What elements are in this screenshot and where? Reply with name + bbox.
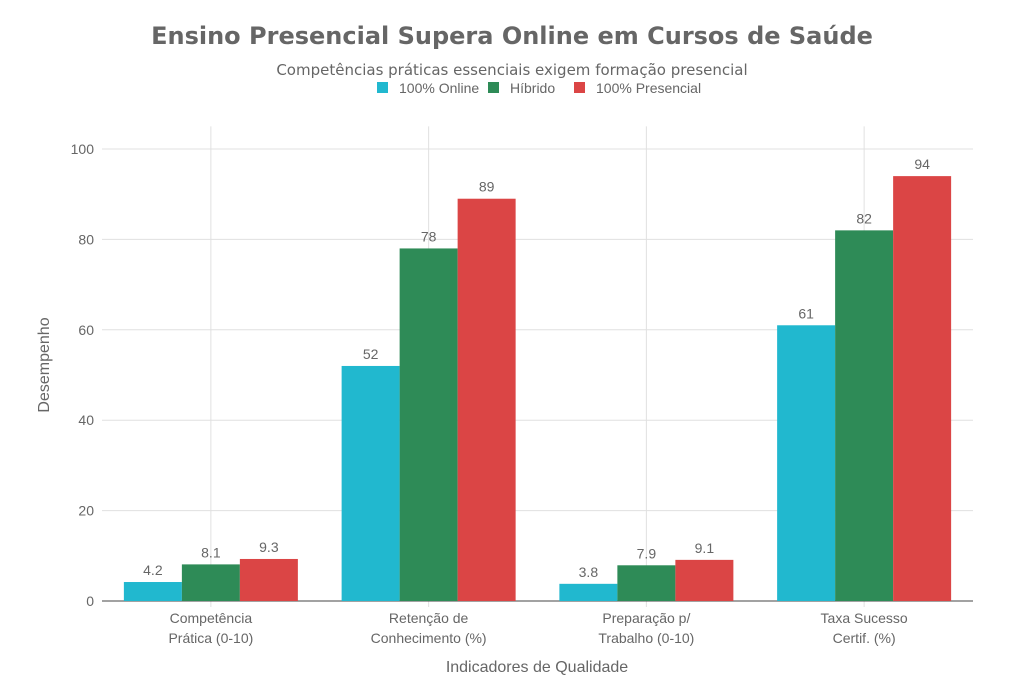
data-label: 9.3 [259, 539, 279, 555]
y-tick-label: 0 [86, 593, 94, 609]
x-tick-label: Retenção de [389, 610, 469, 626]
x-tick-label: Preparação p/ [602, 610, 690, 626]
bar-100-online [341, 365, 400, 601]
bar-100-online [777, 325, 836, 601]
bar-h-brido [399, 248, 458, 601]
legend: 100% Online Híbrido 100% Presencial [377, 80, 701, 96]
data-label: 9.1 [695, 540, 715, 556]
data-label: 3.8 [579, 564, 599, 580]
x-tick-label: Certif. (%) [833, 630, 896, 646]
data-label: 7.9 [637, 545, 657, 561]
legend-label: Híbrido [510, 80, 555, 96]
data-label: 8.1 [201, 544, 221, 560]
bar-h-brido [181, 564, 240, 601]
x-tick-label: Trabalho (0-10) [598, 630, 694, 646]
grid: 0 20 40 60 80 100 Competência Prática (0-10) Ret… [71, 126, 973, 646]
legend-label: 100% Presencial [596, 80, 701, 96]
legend-swatch [574, 82, 585, 93]
data-label: 89 [479, 179, 495, 195]
y-tick-label: 60 [78, 322, 94, 338]
y-axis-label: Desempenho [36, 317, 53, 412]
y-tick-label: 100 [71, 141, 95, 157]
legend-swatch [488, 82, 499, 93]
x-tick-label: Conhecimento (%) [371, 630, 487, 646]
bars: 4.2 52 3.8 61 8.1 78 7.9 82 9.3 89 9.1 94 [123, 156, 952, 602]
legend-label: 100% Online [399, 80, 479, 96]
x-tick-label: Competência [170, 610, 253, 626]
bar-100-presencial [893, 176, 952, 601]
x-tick-label: Prática (0-10) [168, 630, 253, 646]
bar-100-presencial [457, 198, 516, 601]
data-label: 94 [914, 156, 930, 172]
y-tick-label: 20 [78, 503, 94, 519]
bar-h-brido [835, 230, 894, 602]
chart-title: Ensino Presencial Supera Online em Curso… [151, 22, 873, 50]
legend-swatch [377, 82, 388, 93]
data-label: 82 [856, 210, 872, 226]
x-tick-label: Taxa Sucesso [821, 610, 908, 626]
data-label: 52 [363, 346, 379, 362]
bar-100-presencial [239, 558, 298, 601]
bar-h-brido [617, 565, 676, 601]
x-axis-label: Indicadores de Qualidade [446, 659, 628, 676]
data-label: 4.2 [143, 562, 163, 578]
y-tick-label: 40 [78, 412, 94, 428]
y-tick-label: 80 [78, 231, 94, 247]
chart-subtitle: Competências práticas essenciais exigem … [276, 61, 747, 79]
data-label: 61 [798, 305, 814, 321]
bar-100-presencial [675, 559, 734, 601]
data-label: 78 [421, 228, 437, 244]
bar-100-online [559, 583, 618, 601]
bar-100-online [123, 582, 182, 601]
